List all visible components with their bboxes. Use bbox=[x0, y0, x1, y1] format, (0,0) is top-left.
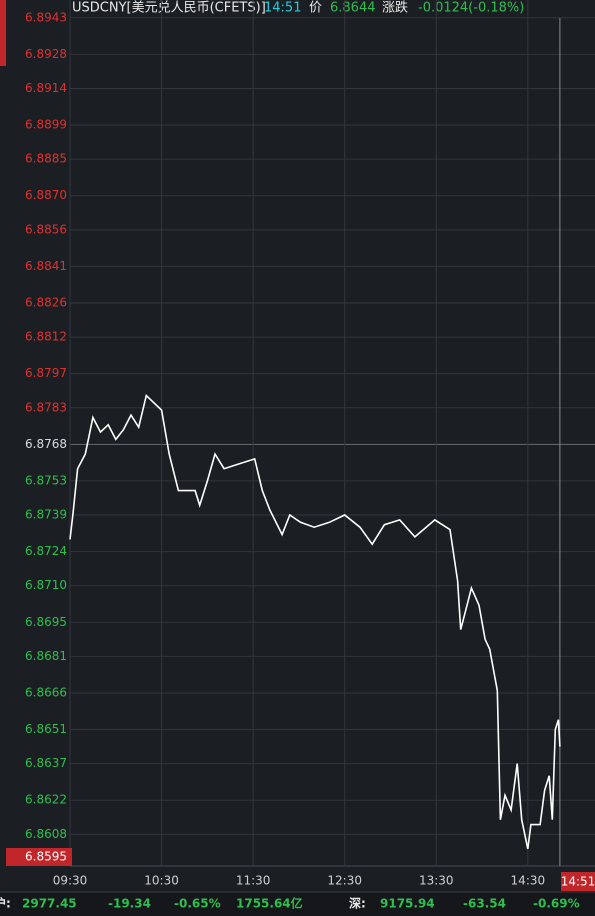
sh-label: 沪: bbox=[0, 896, 11, 911]
sh-turnover: 1755.64亿 bbox=[236, 896, 303, 911]
y-tick-label: 6.8608 bbox=[25, 827, 67, 841]
x-tick-label: 14:30 bbox=[511, 874, 546, 888]
low-marker: 6.8595 bbox=[25, 850, 67, 864]
y-tick-label: 6.8651 bbox=[25, 722, 67, 736]
change: -0.0124(-0.18%) bbox=[418, 1, 524, 16]
time-marker: 14:51 bbox=[561, 875, 595, 889]
y-tick-label: 6.8856 bbox=[25, 222, 67, 236]
x-tick-label: 10:30 bbox=[144, 874, 179, 888]
y-tick-label: 6.8914 bbox=[25, 81, 67, 95]
x-tick-label: 09:30 bbox=[53, 874, 88, 888]
symbol: USDCNY[美元兑人民币(CFETS)] bbox=[72, 1, 266, 16]
y-tick-label: 6.8812 bbox=[25, 330, 67, 344]
sz-change: -63.54 bbox=[463, 897, 506, 911]
x-tick-label: 13:30 bbox=[419, 874, 454, 888]
time: 14:51 bbox=[264, 1, 301, 16]
sz-index: 9175.94 bbox=[380, 897, 435, 911]
price-label: 价 bbox=[309, 1, 322, 16]
x-tick-label: 12:30 bbox=[327, 874, 362, 888]
low-marker-box bbox=[6, 848, 72, 866]
time-marker-box bbox=[561, 872, 595, 891]
y-tick-label: 6.8739 bbox=[25, 508, 67, 522]
side-tab bbox=[0, 0, 6, 66]
y-tick-label: 6.8928 bbox=[25, 47, 67, 61]
sh-change: -19.34 bbox=[108, 897, 151, 911]
y-tick-label: 6.8826 bbox=[25, 295, 67, 309]
y-tick-label: 6.8783 bbox=[25, 400, 67, 414]
y-tick-label: 6.8885 bbox=[25, 152, 67, 166]
y-tick-label: 6.8899 bbox=[25, 118, 67, 132]
sh-pct: -0.65% bbox=[174, 897, 221, 911]
y-tick-label: 6.8753 bbox=[25, 473, 67, 487]
y-tick-label: 6.8622 bbox=[25, 793, 67, 807]
sz-label: 深: bbox=[349, 896, 366, 911]
y-tick-label: 6.8870 bbox=[25, 188, 67, 202]
sh-index: 2977.45 bbox=[22, 897, 77, 911]
price: 6.8644 bbox=[330, 1, 376, 16]
status-bar bbox=[0, 892, 595, 916]
y-tick-label: 6.8768 bbox=[25, 437, 67, 451]
y-tick-label: 6.8841 bbox=[25, 259, 67, 273]
y-tick-label: 6.8637 bbox=[25, 756, 67, 770]
y-tick-label: 6.8724 bbox=[25, 544, 67, 558]
y-tick-label: 6.8695 bbox=[25, 615, 67, 629]
y-tick-label: 6.8943 bbox=[25, 10, 67, 24]
y-tick-label: 6.8797 bbox=[25, 366, 67, 380]
price-line bbox=[69, 394, 561, 850]
change-label: 涨跌 bbox=[382, 0, 408, 16]
sz-pct: -0.69% bbox=[533, 897, 580, 911]
y-tick-label: 6.8710 bbox=[25, 578, 67, 592]
x-tick-label: 11:30 bbox=[236, 874, 271, 888]
y-tick-label: 6.8666 bbox=[25, 685, 67, 699]
y-tick-label: 6.8681 bbox=[25, 649, 67, 663]
